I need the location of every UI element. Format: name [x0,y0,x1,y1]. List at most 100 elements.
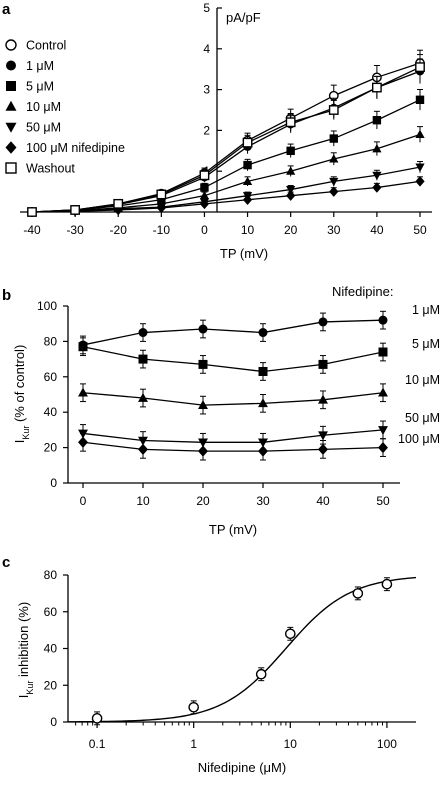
panel-c-data-point [255,668,267,680]
panel-a-data-point [372,182,382,193]
panel-a-data-point [199,198,210,210]
panel-c: c Nifedipine (μM) IKur inhibition (%) 0.… [2,554,417,775]
panel-b-series-label: 5 μM [412,337,440,351]
panel-b-x-tick-label: 50 [376,494,390,508]
panel-a-data-point [415,95,425,104]
panel-c-data-point [352,588,364,599]
panel-b-data-point [78,342,88,352]
panel-b-y-tick-label: 100 [37,299,57,313]
panel-b-data-point [258,445,268,457]
panel-c-y-ticks: 0 20 40 60 80 [44,568,68,729]
panel-a-data-point [70,205,81,215]
panel-b-y-label-main: I [12,440,27,444]
panel-a-data-point [113,204,123,216]
panel-c-y-tick-label: 40 [44,642,58,656]
panel-c-data-point [188,702,199,713]
panel-b-series-line [82,319,384,346]
panel-a-y-tick-label: 3 [203,83,210,97]
panel-b-series-line [82,429,384,443]
panel-b-data-point [138,392,148,402]
panel-b-y-ticks: 0 20 40 60 80 100 [37,299,68,490]
panel-b-y-label: IKur (% of control) [12,345,31,444]
panel-a-data-point [285,117,296,128]
panel-a-y-ticks: 12345 [203,1,222,178]
panel-a-data-point [415,129,425,139]
panel-a-data-point [329,154,339,163]
panel-c-y-label-main: I [16,695,31,699]
panel-b-data-point [318,317,328,327]
panel-a-data-point [242,176,253,185]
panel-a-data-point [27,207,37,217]
panel-a-data-point [286,185,296,195]
panel-a-legend-label: 5 μM [26,80,54,94]
panel-a-data-point [329,177,339,187]
panel-b-data-point [258,366,268,376]
panel-a-data-point [372,171,382,181]
panel-a-data-point [199,170,210,181]
panel-b-data-point [318,394,328,404]
panel-b-y-label-rest: (% of control) [12,345,27,426]
panel-a-data-point [200,183,209,192]
panel-a-x-tick-label: -20 [110,223,128,237]
panel-a-data-point [156,189,167,200]
panel-b-data-point [78,436,88,448]
panel-a-data-point [242,137,253,148]
panel-a-legend-label: 50 μM [26,121,61,135]
panel-a-y-tick-label: 4 [203,42,210,56]
panel-c-fit-curve [67,576,417,723]
panel-a-legend-label: Washout [26,162,75,176]
panel-c-x-ticks: 0.1 1 10 100 [75,722,397,751]
panel-a-legend-label: 1 μM [26,59,54,73]
panel-b-y-label-sub: Kur [21,426,31,440]
panel-b-y-tick-label: 20 [44,441,58,455]
panel-a-legend-label: 10 μM [26,100,61,114]
panel-b-data-point [378,387,388,397]
panel-a-x-tick-label: 10 [241,223,255,237]
panel-c-y-label: IKur inhibition (%) [16,602,35,698]
panel-a-data-point [199,190,210,200]
panel-a-data-point [372,143,382,153]
panel-c-x-label: Nifedipine (μM) [198,760,286,775]
panel-a-legend-marker [5,100,17,111]
panel-b-data-point [198,399,208,409]
panel-a-legend-marker [5,162,17,174]
panel-a-legend-marker [6,60,16,71]
panel-a-data-point [415,176,425,187]
panel-b-series-line [82,392,384,406]
panel-a-data-point [286,146,295,155]
panel-b-data-point [378,315,388,325]
panel-a-data-point [156,202,166,214]
panel-b-x-ticks: 0 10 20 30 40 50 [80,483,390,508]
panel-b-y-tick-label: 60 [44,370,58,384]
panel-c-data-point [381,578,393,590]
panel-b-data-point [378,347,388,357]
panel-a-y-unit: pA/pF [226,10,261,25]
panel-b-data-point [78,387,88,397]
panel-c-y-label-sub: Kur [25,681,35,695]
panel-b-data-point [318,359,328,369]
panel-a-x-label: TP (mV) [220,246,268,261]
panel-a-x-tick-label: -10 [153,223,171,237]
panel-c-y-label-rest: inhibition (%) [16,602,31,681]
panel-c-y-tick-label: 20 [44,678,58,692]
panel-a-series [27,49,425,218]
panel-b-x-tick-label: 0 [80,494,87,508]
panel-b-y-tick-label: 40 [44,405,58,419]
panel-c-data-point [91,713,103,724]
panel-a-x-tick-label: 20 [284,223,298,237]
panel-b-data-point [258,328,268,338]
panel-a-legend-marker [5,141,17,154]
panel-c-x-tick-label: 1 [190,737,197,751]
panel-a-data-point [328,105,339,115]
panel-b-letter: b [2,287,11,304]
panel-a-data-point [415,62,425,73]
panel-b-data-point [318,431,328,441]
panel-b-data-point [378,441,388,454]
panel-a-y-tick-label: 2 [203,123,210,137]
panel-a-series-line [31,180,421,213]
panel-c-series [67,576,417,726]
panel-a-x-tick-label: 50 [413,223,427,237]
panel-c-y-tick-label: 60 [44,605,58,619]
panel-a-data-point [371,82,382,93]
